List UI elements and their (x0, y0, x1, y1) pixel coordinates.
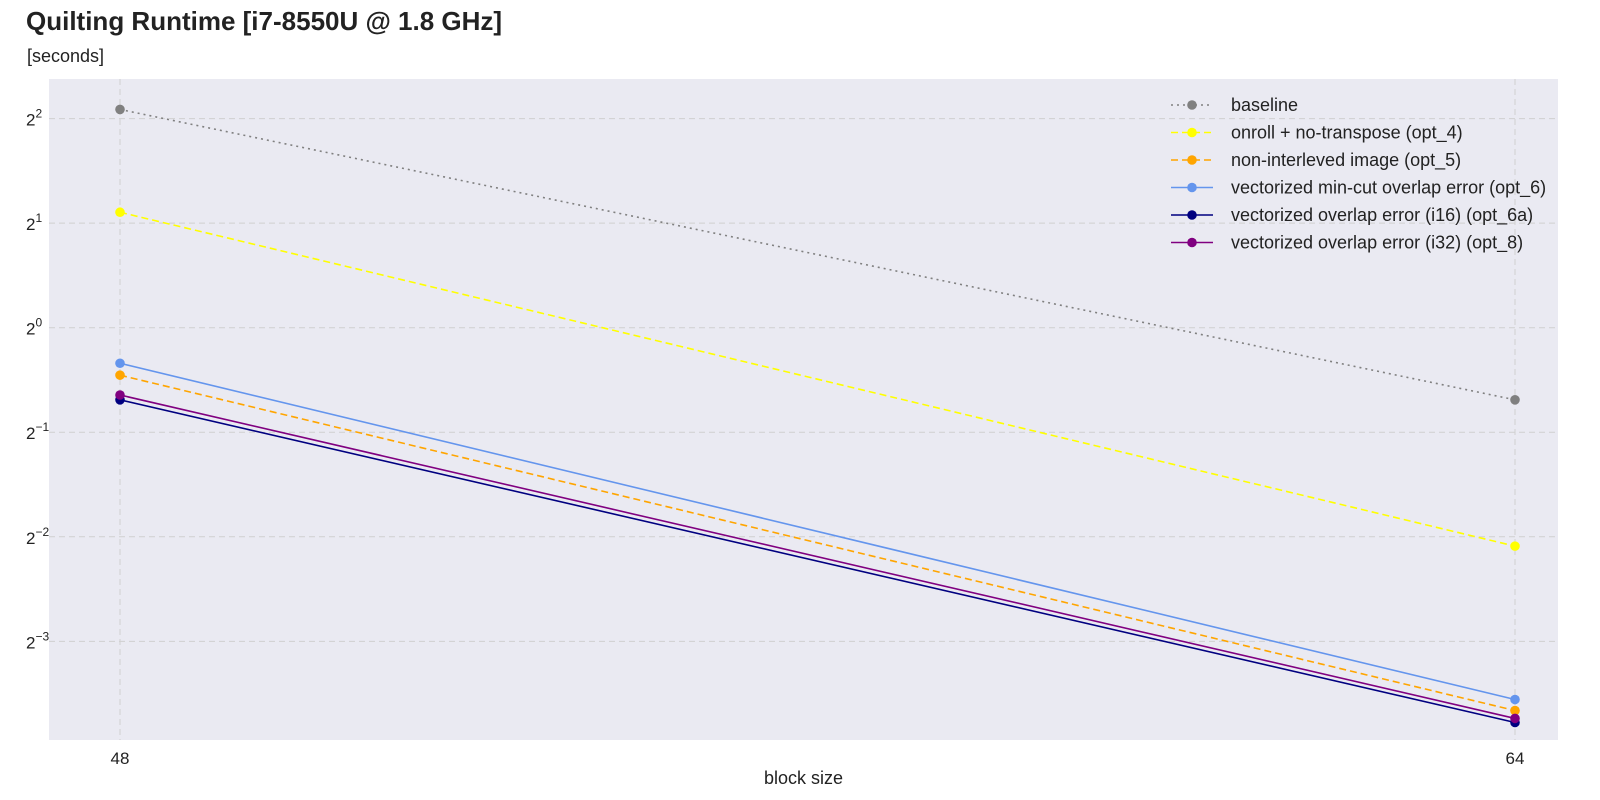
legend-item: vectorized overlap error (i32) (opt_8) (1171, 233, 1523, 254)
y-tick-exponent: 0 (35, 316, 42, 330)
data-point (115, 358, 125, 369)
y-tick-label: 20 (26, 316, 42, 339)
plot-area (49, 79, 1558, 740)
series-1 (115, 207, 1520, 551)
y-tick-base: 2 (26, 320, 35, 339)
y-tick-base: 2 (26, 424, 35, 443)
legend: baseline onroll + no-transpose (opt_4)non… (1171, 95, 1546, 254)
legend-marker (1187, 210, 1197, 220)
y-tick-label: 2−3 (26, 629, 49, 652)
data-point (1510, 713, 1520, 724)
legend-label: baseline (1231, 95, 1298, 115)
series-line (119, 374, 1516, 712)
y-tick-base: 2 (26, 215, 35, 234)
data-point (115, 104, 125, 115)
series-line (119, 394, 1516, 720)
series-2 (115, 370, 1520, 716)
legend-label: vectorized overlap error (i16) (opt_6a) (1231, 205, 1533, 226)
data-point (1510, 394, 1520, 405)
y-tick-base: 2 (26, 529, 35, 548)
legend-label: non-interleved image (opt_5) (1231, 150, 1461, 171)
legend-marker (1187, 100, 1197, 110)
x-tick-label: 64 (1506, 749, 1525, 768)
legend-item: non-interleved image (opt_5) (1171, 150, 1461, 171)
data-point (115, 390, 125, 400)
y-tick-base: 2 (26, 633, 35, 652)
legend-label: onroll + no-transpose (opt_4) (1231, 123, 1463, 144)
y-tick-exponent: −3 (35, 629, 49, 643)
legend-marker (1187, 237, 1197, 248)
legend-item: vectorized overlap error (i16) (opt_6a) (1171, 205, 1533, 226)
legend-label: vectorized min-cut overlap error (opt_6) (1231, 178, 1546, 199)
legend-item: baseline (1171, 95, 1298, 115)
y-tick-exponent: 2 (35, 107, 42, 121)
y-tick-exponent: −2 (35, 525, 49, 539)
y-tick-exponent: 1 (35, 211, 42, 225)
data-point (1510, 694, 1520, 705)
y-tick-label: 22 (26, 107, 42, 130)
y-tick-base: 2 (26, 111, 35, 130)
data-point (115, 370, 125, 380)
series-line (119, 362, 1516, 701)
y-tick-label: 2−2 (26, 525, 49, 548)
legend-item: vectorized min-cut overlap error (opt_6) (1171, 178, 1546, 199)
legend-marker (1187, 182, 1197, 193)
chart-title: Quilting Runtime [i7-8550U @ 1.8 GHz] (26, 6, 503, 36)
x-tick-label: 48 (111, 749, 130, 768)
y-tick-label: 2−1 (26, 420, 49, 443)
grid (49, 79, 1558, 740)
legend-marker (1187, 127, 1197, 138)
legend-item: onroll + no-transpose (opt_4) (1171, 123, 1463, 144)
y-tick-label: 21 (26, 211, 42, 234)
series-line (119, 211, 1516, 547)
y-tick-exponent: −1 (35, 420, 49, 434)
legend-label: vectorized overlap error (i32) (opt_8) (1231, 233, 1523, 254)
series-3 (115, 358, 1520, 705)
data-point (115, 207, 125, 218)
data-point (1510, 541, 1520, 551)
series-0 (115, 104, 1520, 405)
x-axis-label: block size (764, 768, 843, 788)
legend-marker (1187, 155, 1197, 165)
series-line (119, 399, 1516, 724)
series-5 (115, 390, 1520, 724)
chart-subtitle: [seconds] (27, 46, 105, 66)
series-layer (115, 104, 1520, 728)
data-point (1510, 705, 1520, 716)
